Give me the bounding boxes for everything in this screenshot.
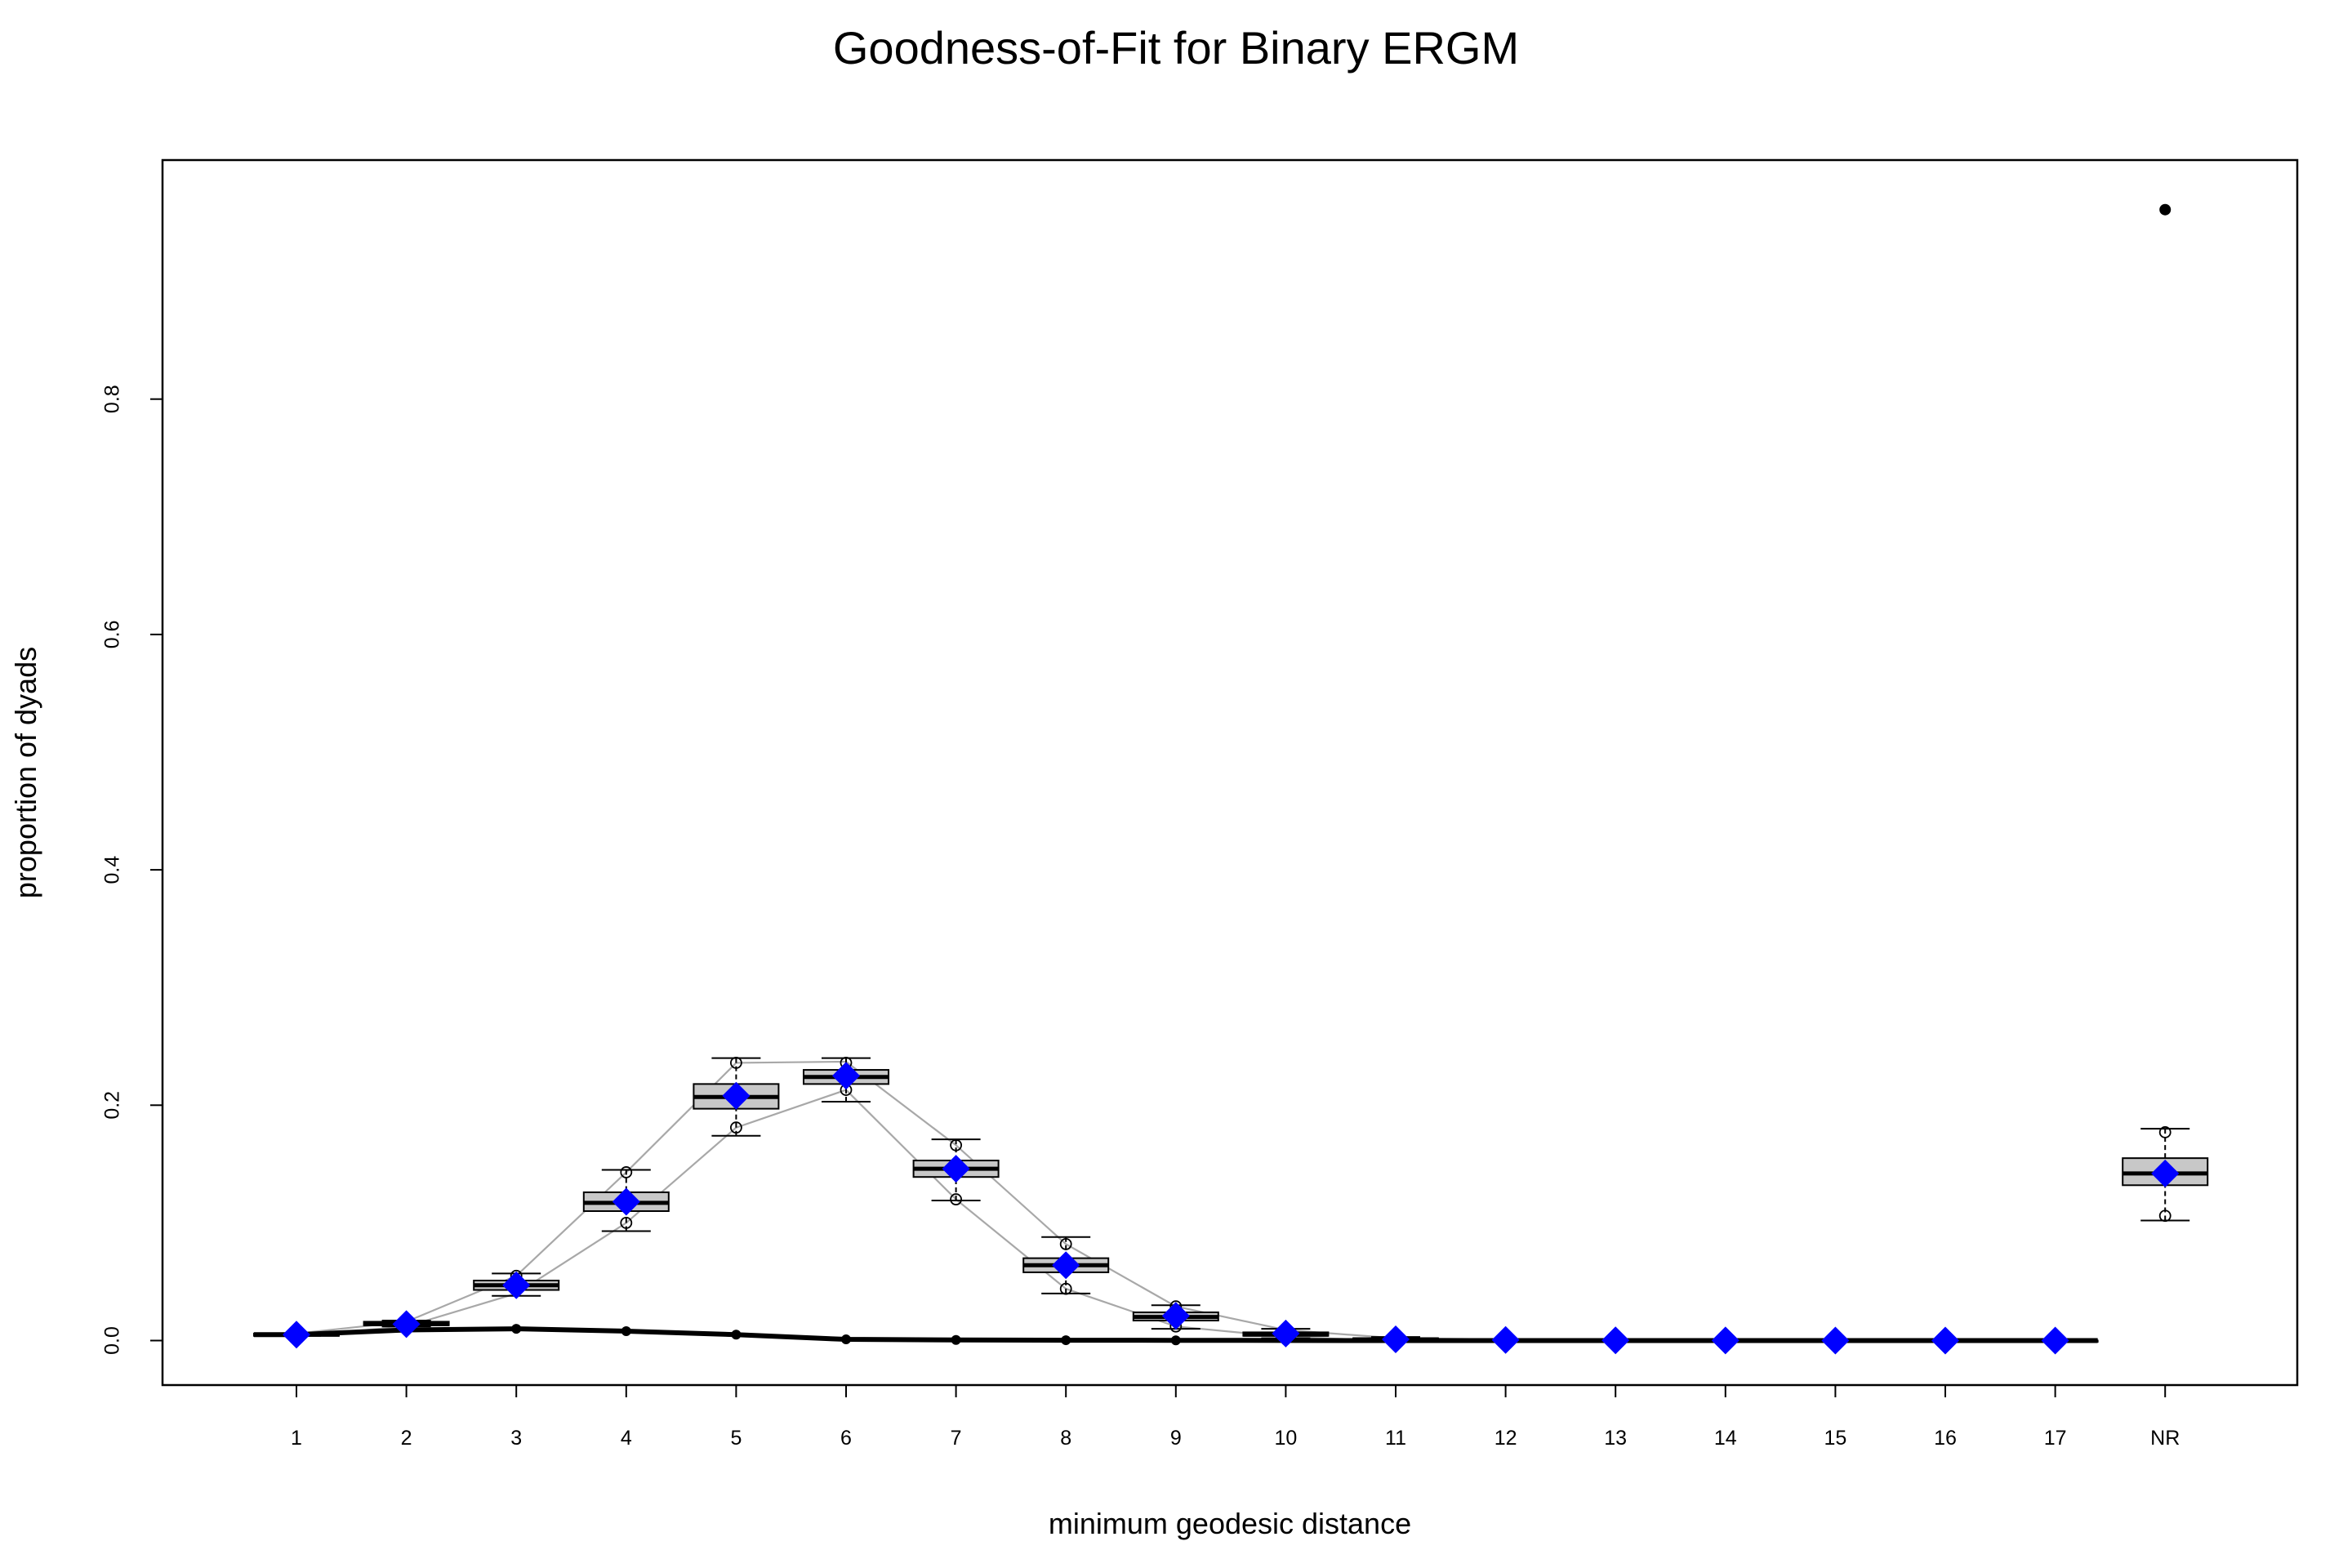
x-tick-label: 2 <box>401 1427 412 1450</box>
model-mean-diamond <box>832 1062 860 1090</box>
model-mean-diamond <box>502 1271 531 1299</box>
y-tick-label: 0.0 <box>101 1326 124 1355</box>
x-tick-label: 1 <box>291 1427 302 1450</box>
model-mean-layer <box>283 1062 2180 1355</box>
model-mean-diamond <box>1161 1302 1190 1330</box>
model-mean-diamond <box>1382 1325 1410 1354</box>
model-mean-diamond <box>1491 1325 1520 1354</box>
x-tick-label: NR <box>2150 1427 2180 1450</box>
model-mean-diamond <box>1272 1319 1300 1348</box>
x-tick-label: 8 <box>1060 1427 1071 1450</box>
x-tick-label: 5 <box>730 1427 742 1450</box>
x-axis-label: minimum geodesic distance <box>1049 1507 1411 1540</box>
y-tick-label: 0.8 <box>101 385 124 413</box>
x-tick-label: 6 <box>840 1427 852 1450</box>
model-mean-diamond <box>1601 1326 1630 1355</box>
outlier-point <box>620 1166 633 1178</box>
axis-layer: 1 2 3 4 5 6 7 8 9 10 11 12 13 14 15 16 17 NR0.00.20.40.60… <box>101 385 2180 1450</box>
observed-point <box>951 1334 961 1345</box>
model-mean-diamond <box>283 1321 310 1349</box>
x-tick-label: 3 <box>510 1427 522 1450</box>
x-tick-label: 11 <box>1385 1427 1406 1450</box>
model-mean-diamond <box>1821 1326 1850 1355</box>
observed-point <box>841 1334 851 1345</box>
model-mean-diamond <box>2041 1326 2069 1355</box>
x-tick-label: 9 <box>1170 1427 1182 1450</box>
x-tick-label: 16 <box>1934 1427 1957 1450</box>
outlier-point <box>730 1057 742 1069</box>
outlier-point <box>730 1121 742 1134</box>
model-mean-diamond <box>1052 1251 1080 1280</box>
x-tick-label: 15 <box>1824 1427 1846 1450</box>
model-mean-diamond <box>942 1155 970 1183</box>
outlier-point <box>2158 1126 2172 1138</box>
model-mean-diamond <box>612 1187 640 1216</box>
x-tick-label: 10 <box>1274 1427 1297 1450</box>
outlier-point <box>1059 1237 1072 1250</box>
y-tick-label: 0.2 <box>101 1091 124 1120</box>
x-tick-label: 14 <box>1714 1427 1737 1450</box>
model-mean-diamond <box>1711 1326 1740 1355</box>
x-tick-label: 13 <box>1604 1427 1627 1450</box>
chart-title: Goodness-of-Fit for Binary ERGM <box>833 22 1519 74</box>
observed-point <box>621 1325 631 1336</box>
observed-point <box>511 1324 522 1334</box>
model-mean-diamond <box>392 1310 421 1339</box>
observed-point-nr <box>2159 203 2172 216</box>
y-axis-label: proportion of dyads <box>9 647 42 898</box>
observed-point <box>731 1330 742 1340</box>
outlier-point <box>2158 1209 2172 1223</box>
x-tick-label: 17 <box>2044 1427 2067 1450</box>
model-mean-diamond <box>2151 1159 2180 1187</box>
model-mean-diamond <box>722 1081 751 1110</box>
y-tick-label: 0.6 <box>101 621 124 649</box>
x-tick-label: 7 <box>951 1427 962 1450</box>
y-tick-label: 0.4 <box>101 856 124 884</box>
observed-point <box>1170 1335 1181 1346</box>
outlier-point <box>950 1193 962 1205</box>
outlier-point <box>950 1138 962 1152</box>
outlier-point <box>1059 1282 1072 1295</box>
outlier-point <box>620 1217 633 1229</box>
observed-point <box>1061 1335 1071 1346</box>
model-mean-diamond <box>1931 1326 1959 1355</box>
x-tick-label: 12 <box>1494 1427 1517 1450</box>
x-tick-label: 4 <box>621 1427 632 1450</box>
